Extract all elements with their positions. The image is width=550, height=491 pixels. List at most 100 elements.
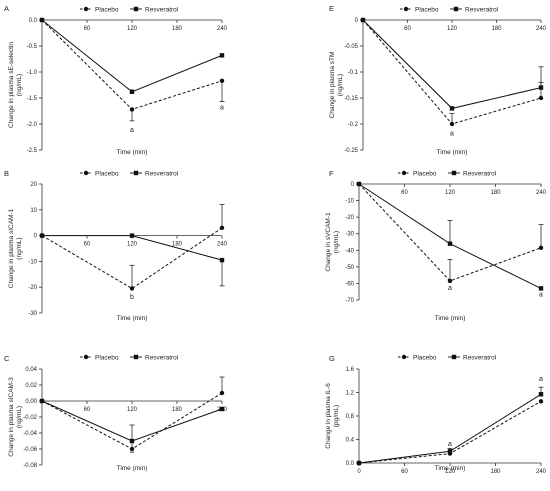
y-tick-label: 0.02	[25, 383, 37, 389]
significance-label: a	[130, 448, 134, 455]
legend-marker-placebo	[83, 354, 89, 360]
data-point-resveratrol	[538, 392, 544, 397]
legend-marker-placebo	[401, 170, 407, 176]
data-point-resveratrol	[538, 286, 544, 291]
data-point-resveratrol	[129, 438, 135, 444]
data-point-resveratrol	[219, 406, 225, 412]
y-tick-label: 0.8	[346, 414, 355, 420]
y-tick-label: 0	[34, 234, 38, 240]
panel-F: F 0 -10 -20 -30 -40 -50 -60 -70 60 120 180 240 Time (…	[325, 169, 547, 322]
legend: Placebo Resveratrol	[80, 170, 179, 177]
x-axis-title: Time (min)	[117, 315, 148, 322]
x-tick-label: 0	[357, 469, 361, 475]
legend-marker-placebo	[401, 354, 407, 360]
data-point-placebo	[219, 390, 225, 396]
y-axis-title-line: Change in plasma IL-6	[325, 383, 332, 449]
legend-label-resveratrol: Resveratrol	[463, 354, 497, 361]
legend-marker-resveratrol	[451, 354, 457, 360]
significance-label: a	[448, 285, 452, 292]
data-point-resveratrol	[39, 398, 45, 404]
x-tick-label: 120	[445, 190, 456, 196]
legend: Placebo Resveratrol	[80, 6, 179, 13]
y-axis-title-line: (ng/mL)	[16, 74, 23, 96]
y-axis-title-line: (ng/mL)	[337, 74, 344, 96]
y-tick-label: 1.2	[346, 391, 355, 397]
series-line-resveratrol	[42, 235, 223, 261]
y-axis-title: Change in plasma sICAM-1(ng/mL)	[8, 208, 23, 288]
data-point-placebo	[129, 107, 135, 112]
data-point-placebo	[219, 225, 225, 231]
x-tick-label: 180	[172, 242, 183, 248]
legend-marker-placebo	[83, 6, 89, 12]
legend: Placebo Resveratrol	[398, 354, 497, 361]
legend-marker-resveratrol	[451, 170, 457, 176]
data-point-resveratrol	[447, 241, 453, 246]
y-tick-label: 0	[351, 182, 355, 188]
panel-label: F	[329, 169, 334, 178]
y-tick-label: 1.6	[346, 367, 355, 373]
y-tick-label: -0.25	[344, 148, 358, 154]
legend: Placebo Resveratrol	[400, 6, 499, 13]
x-tick-label: 120	[127, 242, 138, 248]
significance-label: a	[539, 292, 543, 299]
legend-marker-resveratrol	[133, 170, 139, 176]
panel-A: A 0.0 -0.5 -1.0 -1.5 -2.0 -2.5 60 120 180 240 Time …	[4, 4, 228, 156]
legend-marker-resveratrol	[133, 354, 139, 360]
y-tick-label: -30	[28, 311, 37, 317]
data-point-resveratrol	[219, 53, 225, 58]
data-point-placebo	[449, 121, 455, 127]
legend-label-placebo: Placebo	[415, 6, 439, 13]
y-tick-label: -20	[28, 285, 37, 291]
y-tick-label: 20	[30, 182, 37, 188]
y-tick-label: 0.00	[25, 399, 37, 405]
x-tick-label: 60	[84, 242, 91, 248]
legend-label-resveratrol: Resveratrol	[145, 6, 179, 13]
y-axis-title-line: (ng/mL)	[16, 237, 23, 259]
y-axis-title-line: Change in plasma sICAM-3	[8, 377, 15, 457]
y-tick-label: -1.0	[27, 70, 38, 76]
significance-label: a	[450, 130, 454, 137]
y-tick-label: -0.5	[27, 44, 38, 50]
data-point-placebo	[219, 78, 225, 84]
y-axis-title-line: Change in plasma sICAM-1	[8, 208, 15, 288]
legend-marker-placebo	[83, 170, 89, 176]
y-tick-label: 10	[30, 208, 37, 214]
x-tick-label: 120	[447, 26, 458, 32]
y-tick-label: -0.08	[23, 463, 37, 469]
x-tick-label: 240	[536, 26, 547, 32]
legend-marker-resveratrol	[453, 6, 459, 12]
y-tick-label: -50	[345, 265, 354, 271]
panel-label: G	[329, 354, 335, 363]
x-axis-title: Time (min)	[435, 315, 466, 322]
legend: Placebo Resveratrol	[398, 170, 497, 177]
x-tick-label: 240	[536, 190, 547, 196]
y-tick-label: -0.06	[23, 447, 37, 453]
y-tick-label: 0.0	[346, 461, 355, 467]
y-axis-title-line: (ng/mL)	[333, 231, 340, 253]
y-axis-title-line: Change in sVCAM-1	[325, 212, 332, 272]
x-tick-label: 180	[490, 190, 501, 196]
panel-label: C	[4, 354, 10, 363]
y-tick-label: -2.5	[27, 148, 38, 154]
y-tick-label: -2.0	[27, 122, 38, 128]
legend-label-placebo: Placebo	[413, 354, 437, 361]
panel-G: G 0.0 0.4 0.8 1.2 1.6 0 60 120 180 240 Time (min) Ch…	[325, 354, 547, 475]
y-tick-label: 0	[355, 18, 359, 24]
y-axis-title-line: (ng/mL)	[16, 406, 23, 428]
significance-label: a	[130, 127, 134, 134]
data-point-placebo	[538, 95, 544, 101]
data-point-resveratrol	[538, 85, 544, 90]
y-axis-title: Change in plasma sE-selectin(ng/mL)	[8, 42, 23, 128]
legend-label-resveratrol: Resveratrol	[465, 6, 499, 13]
x-tick-label: 180	[491, 26, 502, 32]
x-tick-label: 240	[217, 242, 228, 248]
data-point-resveratrol	[39, 17, 45, 23]
x-tick-label: 60	[404, 26, 411, 32]
y-tick-label: -0.2	[348, 122, 359, 128]
data-point-resveratrol	[360, 17, 366, 23]
y-tick-label: -1.5	[27, 96, 38, 102]
panel-C: C 0.04 0.02 0.00 -0.02 -0.04 -0.06 -0.08 60 120 18…	[4, 354, 228, 472]
legend-label-resveratrol: Resveratrol	[463, 170, 497, 177]
panel-B: B 20 10 0 -10 -20 -30 60 120 180 240 Time (min) Chan…	[4, 169, 228, 322]
